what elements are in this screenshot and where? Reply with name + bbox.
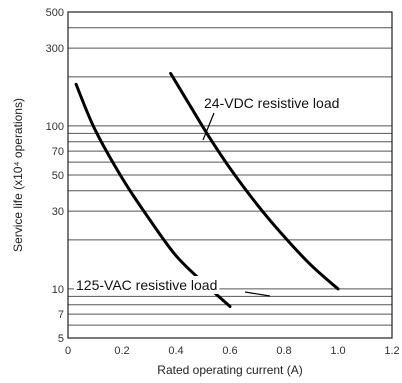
x-tick-label: 0.8 [276, 345, 291, 357]
x-tick-label: 1.2 [384, 345, 399, 357]
leader-line [245, 292, 270, 296]
y-tick-label: 10 [52, 284, 64, 296]
y-tick-label: 50 [52, 170, 64, 182]
y-tick-label: 5 [58, 333, 64, 345]
y-axis-title: Service life (x10⁴ operations) [11, 98, 25, 252]
y-tick-label: 300 [46, 43, 64, 55]
x-axis-title: Rated operating current (A) [157, 363, 302, 377]
y-tick-labels: 500 300 100 70 50 30 10 7 5 [46, 7, 64, 345]
series-label-1: 125-VAC resistive load [76, 277, 217, 293]
x-tick-label: 1.0 [330, 345, 345, 357]
y-tick-label: 7 [58, 309, 64, 321]
x-tick-label: 0 [65, 345, 71, 357]
y-tick-label: 500 [46, 7, 64, 19]
series-labels: 24-VDC resistive load 125-VAC resistive l… [74, 94, 341, 296]
x-tick-label: 0.4 [168, 345, 183, 357]
y-tick-label: 100 [46, 121, 64, 133]
x-tick-labels: 0 0.2 0.4 0.6 0.8 1.0 1.2 [65, 345, 400, 357]
y-tick-label: 70 [52, 146, 64, 158]
x-tick-label: 0.2 [114, 345, 129, 357]
y-tick-label: 30 [52, 206, 64, 218]
x-tick-label: 0.6 [222, 345, 237, 357]
series-line-1 [76, 84, 230, 306]
series-label-0: 24-VDC resistive load [204, 95, 339, 111]
